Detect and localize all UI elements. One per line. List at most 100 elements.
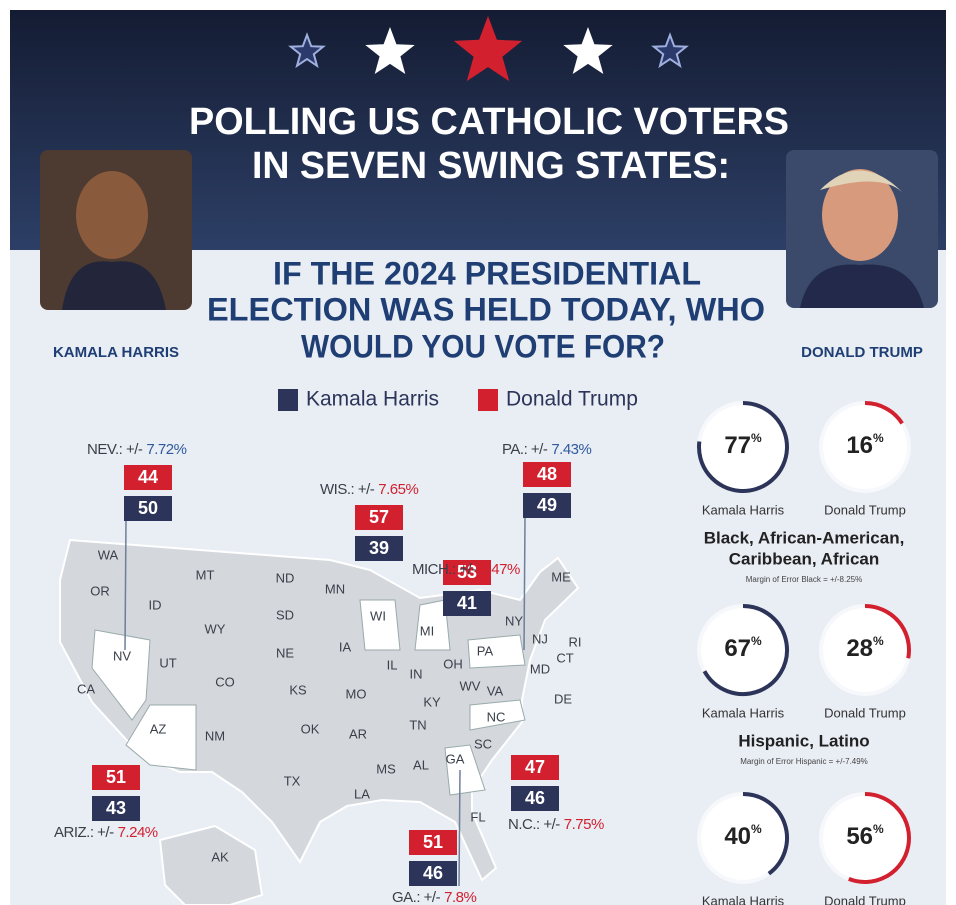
state-label: DE — [554, 691, 572, 706]
state-margin: NEV.: +/-7.72% — [87, 441, 187, 458]
margin-value: 7.65% — [378, 481, 418, 498]
harris-value: 43 — [106, 798, 126, 818]
state-label: AR — [349, 726, 367, 741]
state-label: AZ — [150, 721, 167, 736]
state-margin: PA.: +/-7.43% — [502, 441, 592, 458]
state-label: MI — [420, 623, 434, 638]
donut-candidate: Donald Trump — [824, 893, 906, 905]
margin-value: 7.43% — [551, 441, 591, 458]
state-name: NEV.: +/- — [87, 441, 143, 458]
state-label: OH — [443, 656, 463, 671]
state-label: ND — [276, 570, 295, 585]
state-label: NJ — [532, 631, 548, 646]
state-label: GA — [446, 751, 465, 766]
state-label: CA — [77, 681, 95, 696]
state-label: MS — [376, 761, 396, 776]
candidate-name: KAMALA HARRIS — [53, 344, 179, 361]
state-margin: N.C.: +/-7.75% — [508, 816, 604, 833]
state-label: RI — [569, 634, 582, 649]
state-label: TN — [409, 717, 426, 732]
state-label: AL — [413, 757, 429, 772]
state-label: UT — [159, 655, 176, 670]
state-name: ARIZ.: +/- — [54, 824, 114, 841]
state-label: VA — [487, 683, 504, 698]
legend-label: Kamala Harris — [306, 388, 439, 411]
state-name: MICH.: +/- — [412, 561, 476, 578]
state-label: CT — [556, 650, 573, 665]
harris-value: 46 — [423, 863, 443, 883]
legend-label: Donald Trump — [506, 388, 638, 411]
trump-value: 51 — [106, 767, 126, 787]
state-label: SC — [474, 736, 492, 751]
state-label: LA — [354, 786, 370, 801]
harris-value: 46 — [525, 788, 545, 808]
legend-swatch — [478, 389, 498, 411]
state-label: KY — [423, 694, 441, 709]
group-margin: Margin of Error Black = +/-8.25% — [746, 575, 863, 584]
state-label: NC — [487, 709, 506, 724]
trump-value: 47 — [525, 757, 545, 777]
state-label: TX — [284, 773, 301, 788]
state-label: WV — [460, 678, 481, 693]
state-label: FL — [470, 809, 485, 824]
group-margin: Margin of Error Hispanic = +/-7.49% — [740, 757, 868, 766]
leader-line — [524, 518, 525, 650]
leader-line — [459, 770, 460, 886]
group-title: Black, African-American, — [704, 528, 905, 547]
state-label: NM — [205, 728, 225, 743]
state-label: NY — [505, 613, 523, 628]
candidate-name: DONALD TRUMP — [801, 344, 923, 361]
donut-candidate: Donald Trump — [824, 502, 906, 517]
photo-trump — [786, 150, 938, 308]
header-title: IN SEVEN SWING STATES: — [252, 145, 730, 187]
state-label: IL — [387, 657, 398, 672]
state-label: KS — [289, 682, 307, 697]
state-label: ID — [149, 597, 162, 612]
donut-candidate: Kamala Harris — [702, 502, 785, 517]
question: WOULD YOU VOTE FOR? — [301, 328, 665, 364]
harris-value: 49 — [537, 495, 557, 515]
legend-swatch — [278, 389, 298, 411]
state-label: NV — [113, 648, 131, 663]
donut-candidate: Donald Trump — [824, 705, 906, 720]
photo-harris — [40, 150, 192, 310]
trump-value: 44 — [138, 467, 158, 487]
donut-candidate: Kamala Harris — [702, 705, 785, 720]
margin-value: 7.24% — [118, 824, 158, 841]
question: ELECTION WAS HELD TODAY, WHO — [207, 291, 765, 327]
margin-value: 7.8% — [444, 889, 476, 905]
state-name: WIS.: +/- — [320, 481, 375, 498]
group-title: Caribbean, African — [729, 549, 880, 568]
harris-value: 41 — [457, 593, 477, 613]
margin-value: 7.47% — [480, 561, 520, 578]
harris-value: 39 — [369, 538, 389, 558]
state-label: SD — [276, 607, 294, 622]
donut-candidate: Kamala Harris — [702, 893, 785, 905]
question: IF THE 2024 PRESIDENTIAL — [273, 255, 701, 291]
margin-value: 7.75% — [564, 816, 604, 833]
state-margin: MICH.: +/-7.47% — [412, 561, 520, 578]
state-label: WA — [98, 547, 119, 562]
state-label: MO — [346, 686, 367, 701]
state-name: PA.: +/- — [502, 441, 548, 458]
margin-value: 7.72% — [146, 441, 186, 458]
state-name: N.C.: +/- — [508, 816, 560, 833]
state-margin: GA.: +/-7.8% — [392, 889, 476, 905]
state-margin: WIS.: +/-7.65% — [320, 481, 418, 498]
state-label: MN — [325, 581, 345, 596]
harris-value: 50 — [138, 498, 158, 518]
state-label: IA — [339, 639, 352, 654]
state-margin: ARIZ.: +/-7.24% — [54, 824, 158, 841]
trump-value: 57 — [369, 507, 389, 527]
state-label: IN — [410, 666, 423, 681]
state-label: OK — [301, 721, 320, 736]
state-label: WY — [205, 621, 226, 636]
state-label: WI — [370, 608, 386, 623]
trump-value: 48 — [537, 464, 557, 484]
infographic: POLLING US CATHOLIC VOTERS IN SEVEN SWIN… — [0, 0, 956, 905]
leader-line — [125, 521, 126, 650]
state-label: ME — [551, 569, 571, 584]
state-name: GA.: +/- — [392, 889, 441, 905]
state-label: OR — [90, 583, 110, 598]
state-label: CO — [215, 674, 235, 689]
